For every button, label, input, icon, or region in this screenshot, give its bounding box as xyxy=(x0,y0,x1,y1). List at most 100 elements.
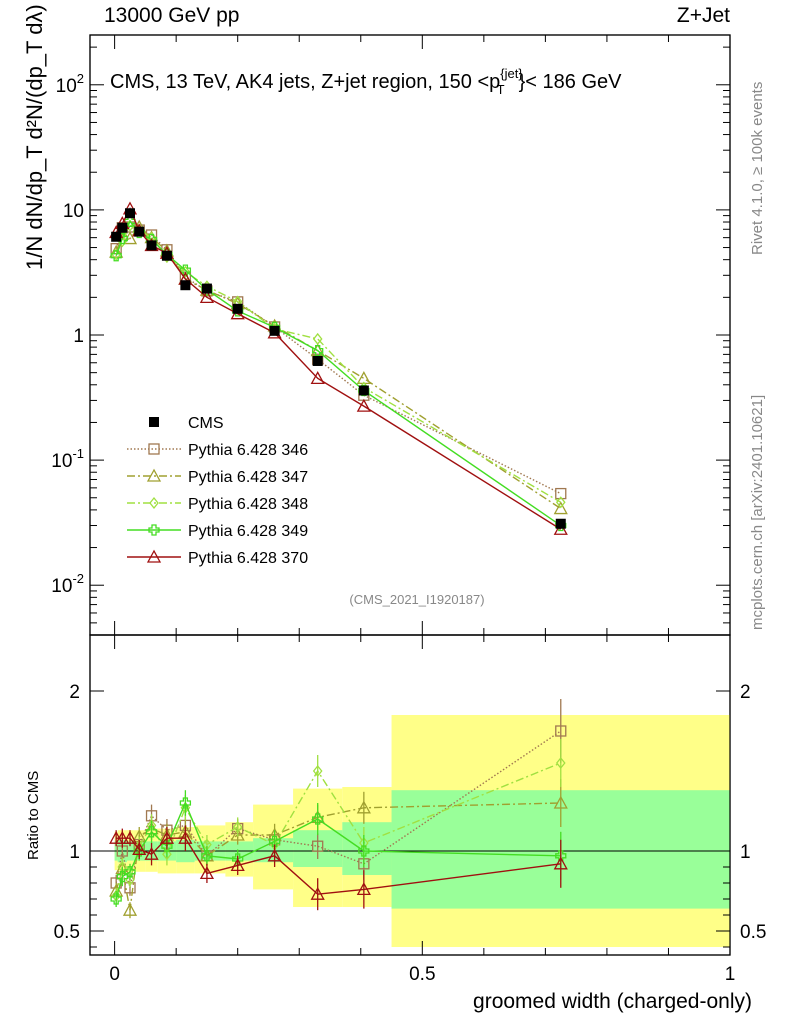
ratio-tick-label: 2 xyxy=(740,682,751,703)
data-point xyxy=(555,496,566,509)
data-point xyxy=(269,325,280,336)
ratio-point xyxy=(144,846,159,860)
series-line xyxy=(115,220,562,527)
ratio-tick-label: 0.5 xyxy=(740,922,766,943)
ratio-point xyxy=(132,842,147,856)
ratio-point xyxy=(110,893,122,905)
x-tick-label: 0.5 xyxy=(409,964,435,985)
legend-label: Pythia 6.428 346 xyxy=(188,442,308,459)
ratio-point xyxy=(268,835,281,848)
ratio-point xyxy=(201,850,213,862)
series-1 xyxy=(110,221,567,500)
data-point xyxy=(117,222,128,233)
data-point xyxy=(312,355,323,366)
legend-marker xyxy=(148,524,160,536)
data-point xyxy=(110,250,122,262)
svg-text:Rivet 4.1.0, ≥ 100k events: Rivet 4.1.0, ≥ 100k events xyxy=(749,82,766,255)
ratio-series-5 xyxy=(109,825,568,911)
data-point xyxy=(146,240,157,251)
x-tick-label: 1 xyxy=(725,964,736,985)
y-tick-label: 1 xyxy=(73,326,84,347)
legend-marker xyxy=(149,417,159,427)
ratio-point xyxy=(230,858,245,872)
ratio-point xyxy=(312,840,324,852)
data-point xyxy=(356,398,371,412)
legend-entry: Pythia 6.428 346 xyxy=(127,442,308,459)
legend-label: Pythia 6.428 370 xyxy=(188,550,308,567)
ratio-point xyxy=(124,866,136,878)
ratio-point xyxy=(145,826,158,838)
ratio-point xyxy=(312,764,323,778)
legend-marker xyxy=(146,468,162,482)
svg-text:Ratio to CMS: Ratio to CMS xyxy=(25,771,42,860)
legend-marker xyxy=(148,443,160,455)
data-point xyxy=(312,344,324,357)
data-point xyxy=(111,248,121,261)
ratio-point xyxy=(356,800,371,814)
ratio-point xyxy=(230,827,245,841)
x-tick-label: 0 xyxy=(109,964,120,985)
ratio-y-axis-label: Ratio to CMS xyxy=(25,771,42,860)
data-point xyxy=(555,518,566,529)
ratio-tick-label: 2 xyxy=(69,682,80,703)
ratio-point xyxy=(133,845,145,857)
main-plot-frame xyxy=(89,34,731,636)
analysis-watermark: (CMS_2021_I1920187) xyxy=(349,592,484,607)
y-tick-label: 10 xyxy=(63,201,84,222)
legend-entry: Pythia 6.428 347 xyxy=(127,468,308,486)
legend-entry: CMS xyxy=(149,415,224,432)
data-point xyxy=(161,250,172,261)
series-4 xyxy=(110,215,567,532)
legend-marker xyxy=(146,549,162,563)
ratio-point xyxy=(555,725,567,737)
ratio-point xyxy=(199,866,215,880)
data-point xyxy=(134,226,145,237)
legend-label: Pythia 6.428 349 xyxy=(188,523,308,540)
legend-label: Pythia 6.428 347 xyxy=(188,469,308,486)
data-point xyxy=(179,264,192,276)
data-point xyxy=(232,303,243,314)
y-tick-label: 10-1 xyxy=(51,446,84,472)
data-point xyxy=(111,231,122,242)
legend-label: Pythia 6.428 348 xyxy=(188,496,308,513)
ratio-point xyxy=(555,756,566,770)
ratio-point xyxy=(122,902,138,916)
data-point xyxy=(180,280,191,291)
ratio-point xyxy=(159,830,175,844)
data-point xyxy=(312,332,323,345)
ratio-point xyxy=(122,830,138,844)
series-line xyxy=(115,224,562,503)
ratio-tick-label: 0.5 xyxy=(54,922,80,943)
mcplots-info: mcplots.cern.ch [arXiv:2401.10621] xyxy=(749,395,766,630)
y-axis-label: 1/N dN/dp_T d²N/(dp_T dλ) xyxy=(22,4,47,270)
ratio-point xyxy=(115,830,130,844)
ratio-point xyxy=(178,830,193,844)
header-left: 13000 GeV pp xyxy=(104,4,240,27)
ratio-tick-label: 1 xyxy=(740,842,751,863)
ratio-tick-label: 1 xyxy=(69,842,80,863)
legend-label: CMS xyxy=(188,415,224,432)
ratio-point xyxy=(553,856,568,870)
data-point xyxy=(201,283,212,294)
legend-entry: Pythia 6.428 349 xyxy=(127,523,308,540)
series-0 xyxy=(111,208,566,529)
rivet-info: Rivet 4.1.0, ≥ 100k events xyxy=(749,82,766,255)
chart-title: CMS, 13 TeV, AK4 jets, Z+jet region, 150… xyxy=(110,66,622,97)
ratio-point xyxy=(179,797,192,809)
svg-text:mcplots.cern.ch [arXiv:2401.10: mcplots.cern.ch [arXiv:2401.10621] xyxy=(749,395,766,630)
header-right: Z+Jet xyxy=(676,4,730,27)
data-point xyxy=(553,501,568,515)
data-point xyxy=(310,371,325,385)
ratio-point xyxy=(162,848,172,861)
data-point xyxy=(180,265,191,278)
ratio-point xyxy=(116,870,128,883)
data-point xyxy=(358,385,369,396)
data-point xyxy=(553,521,568,535)
svg-text:1/N dN/dp_T d²N/(dp_T dλ): 1/N dN/dp_T d²N/(dp_T dλ) xyxy=(22,4,47,270)
data-point xyxy=(199,289,215,303)
y-tick-label: 102 xyxy=(56,71,84,97)
ratio-point xyxy=(358,845,370,857)
data-point xyxy=(125,208,135,219)
legend-marker xyxy=(149,496,159,510)
